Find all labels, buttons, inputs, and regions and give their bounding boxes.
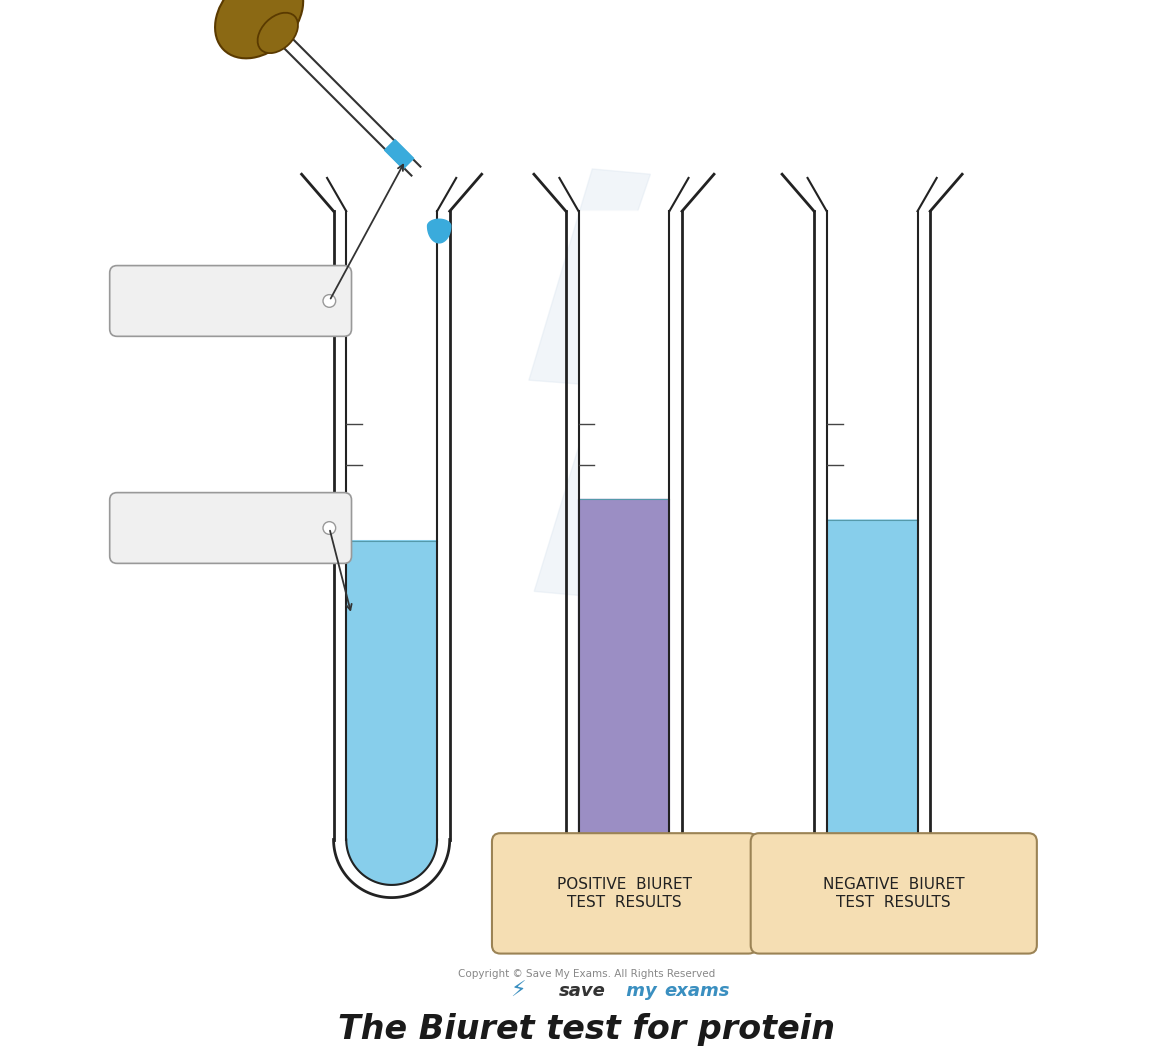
Ellipse shape: [215, 0, 303, 58]
Circle shape: [323, 522, 336, 534]
Text: NEGATIVE  BIURET
TEST  RESULTS: NEGATIVE BIURET TEST RESULTS: [823, 878, 965, 909]
Ellipse shape: [257, 13, 298, 53]
Text: POSITIVE  BIURET
TEST  RESULTS: POSITIVE BIURET TEST RESULTS: [556, 878, 691, 909]
Polygon shape: [427, 220, 451, 243]
FancyBboxPatch shape: [750, 833, 1037, 954]
Text: ⚡: ⚡: [511, 981, 526, 1000]
FancyBboxPatch shape: [109, 266, 351, 336]
Text: exams: exams: [664, 981, 729, 1000]
Polygon shape: [346, 541, 437, 885]
Text: my: my: [620, 981, 663, 1000]
Polygon shape: [826, 520, 918, 885]
Polygon shape: [579, 211, 669, 885]
FancyBboxPatch shape: [109, 492, 351, 564]
Text: The Biuret test for protein: The Biuret test for protein: [338, 1013, 836, 1046]
FancyArrow shape: [385, 139, 413, 169]
Polygon shape: [826, 211, 918, 885]
Polygon shape: [579, 499, 669, 885]
Polygon shape: [346, 211, 437, 885]
Polygon shape: [529, 169, 650, 597]
Text: save: save: [559, 981, 606, 1000]
Circle shape: [323, 295, 336, 307]
Text: Copyright © Save My Exams. All Rights Reserved: Copyright © Save My Exams. All Rights Re…: [458, 968, 716, 979]
FancyBboxPatch shape: [492, 833, 757, 954]
